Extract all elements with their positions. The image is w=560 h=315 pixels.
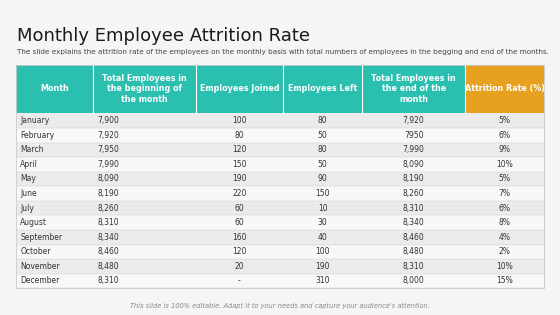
Text: 6%: 6% [498,203,511,213]
Text: 4%: 4% [498,233,511,242]
Text: Month: Month [40,84,69,94]
Text: October: October [20,247,50,256]
Text: 190: 190 [232,175,247,183]
Text: The slide explains the attrition rate of the employees on the monthly basis with: The slide explains the attrition rate of… [17,49,549,55]
Text: 30: 30 [318,218,328,227]
Text: 160: 160 [232,233,247,242]
Text: June: June [20,189,37,198]
Text: 120: 120 [232,247,246,256]
Text: 5%: 5% [498,175,511,183]
Text: 10%: 10% [496,160,513,169]
Text: 8,190: 8,190 [97,189,119,198]
Text: 220: 220 [232,189,246,198]
Text: 7,920: 7,920 [403,116,424,125]
Text: 7950: 7950 [404,131,423,140]
Text: 60: 60 [235,218,244,227]
Text: 9%: 9% [498,145,511,154]
Text: January: January [20,116,49,125]
Text: 50: 50 [318,160,328,169]
Text: December: December [20,277,59,285]
Text: 7,900: 7,900 [97,116,120,125]
Text: 60: 60 [235,203,244,213]
Text: 310: 310 [315,277,330,285]
Text: 5%: 5% [498,116,511,125]
Text: 190: 190 [315,262,330,271]
Text: 120: 120 [232,145,246,154]
Text: 20: 20 [235,262,244,271]
Text: November: November [20,262,60,271]
Text: 150: 150 [232,160,247,169]
Text: 80: 80 [318,116,328,125]
Text: Total Employees in
the end of the
month: Total Employees in the end of the month [371,74,456,104]
Text: 8,090: 8,090 [97,175,119,183]
Text: 6%: 6% [498,131,511,140]
Text: Attrition Rate (%): Attrition Rate (%) [465,84,545,94]
Text: 8,260: 8,260 [97,203,119,213]
Text: 7,990: 7,990 [97,160,120,169]
Text: 8%: 8% [499,218,511,227]
Text: 8,480: 8,480 [97,262,119,271]
Text: 90: 90 [318,175,328,183]
Text: March: March [20,145,44,154]
Text: Monthly Employee Attrition Rate: Monthly Employee Attrition Rate [17,27,310,45]
Text: 80: 80 [235,131,244,140]
Text: August: August [20,218,47,227]
Text: 8,190: 8,190 [403,175,424,183]
Text: 80: 80 [318,145,328,154]
Text: 8,310: 8,310 [403,203,424,213]
Text: 40: 40 [318,233,328,242]
Text: July: July [20,203,34,213]
Text: 8,340: 8,340 [97,233,119,242]
Text: Employees Joined: Employees Joined [200,84,279,94]
Text: 2%: 2% [499,247,511,256]
Text: 7,920: 7,920 [97,131,119,140]
Text: 8,460: 8,460 [403,233,424,242]
Text: September: September [20,233,62,242]
Text: 7,990: 7,990 [403,145,424,154]
Text: February: February [20,131,54,140]
Text: 8,310: 8,310 [97,218,119,227]
Text: 15%: 15% [496,277,513,285]
Text: 8,460: 8,460 [97,247,119,256]
Text: 8,000: 8,000 [403,277,424,285]
Text: 50: 50 [318,131,328,140]
Text: 8,480: 8,480 [403,247,424,256]
Text: 8,090: 8,090 [403,160,424,169]
Text: 8,340: 8,340 [403,218,424,227]
Text: 8,310: 8,310 [403,262,424,271]
Text: May: May [20,175,36,183]
Text: 150: 150 [315,189,330,198]
Text: 8,310: 8,310 [97,277,119,285]
Text: This slide is 100% editable. Adapt it to your needs and capture your audience's : This slide is 100% editable. Adapt it to… [130,302,430,309]
Text: -: - [238,277,241,285]
Text: April: April [20,160,38,169]
Text: 100: 100 [315,247,330,256]
Text: 10%: 10% [496,262,513,271]
Text: Employees Left: Employees Left [288,84,357,94]
Text: 7%: 7% [498,189,511,198]
Text: 10: 10 [318,203,328,213]
Text: 8,260: 8,260 [403,189,424,198]
Text: 7,950: 7,950 [97,145,120,154]
Text: Total Employees in
the beginning of
the month: Total Employees in the beginning of the … [102,74,187,104]
Text: 100: 100 [232,116,247,125]
